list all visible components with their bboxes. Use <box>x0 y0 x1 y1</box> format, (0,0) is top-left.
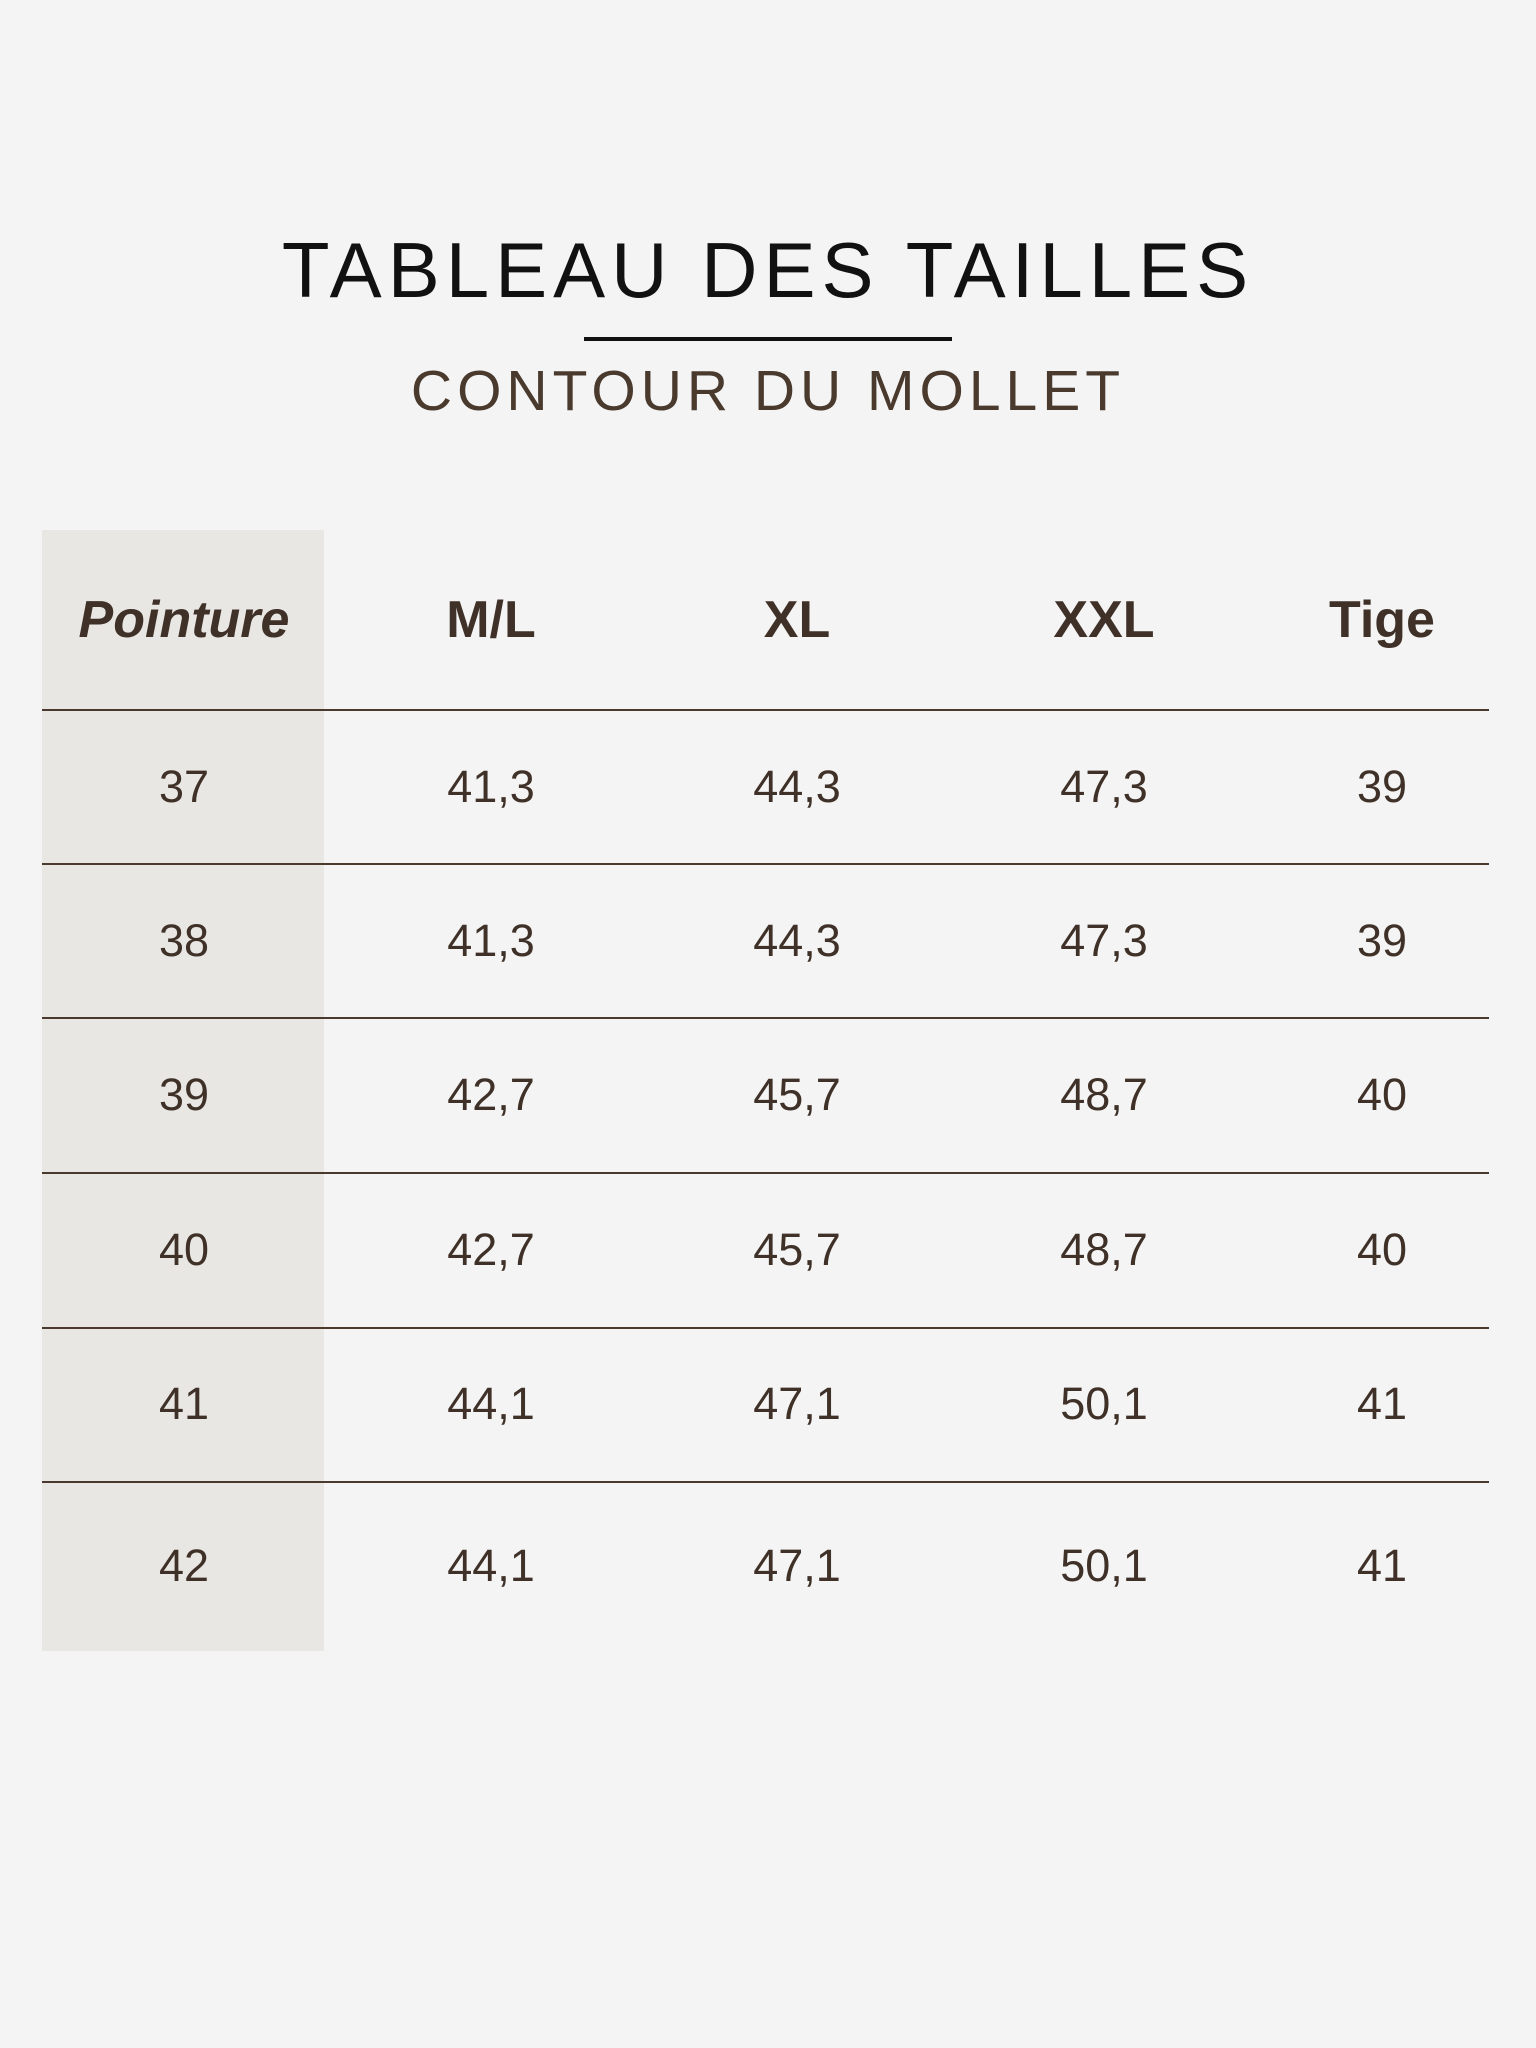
cell-xl: 45,7 <box>753 1224 841 1275</box>
title-divider <box>584 337 952 341</box>
cell-xl: 47,1 <box>753 1378 841 1429</box>
header-xl: XL <box>763 591 831 649</box>
cell-xxl: 47,3 <box>1060 915 1148 966</box>
cell-pointure: 38 <box>158 915 210 966</box>
cell-m-l: 44,1 <box>447 1540 535 1591</box>
row-divider <box>42 709 1489 711</box>
cell-xxl: 48,7 <box>1060 1224 1148 1275</box>
cell-pointure: 42 <box>158 1540 210 1591</box>
header-m-l: M/L <box>446 591 536 649</box>
cell-pointure: 40 <box>158 1224 210 1275</box>
cell-pointure: 37 <box>158 761 210 812</box>
cell-tige: 40 <box>1356 1069 1408 1120</box>
row-divider <box>42 1481 1489 1483</box>
cell-tige: 41 <box>1356 1540 1408 1591</box>
page-subtitle: CONTOUR DU MOLLET <box>410 359 1126 423</box>
cell-m-l: 42,7 <box>447 1224 535 1275</box>
cell-xxl: 47,3 <box>1060 761 1148 812</box>
row-divider <box>42 1327 1489 1329</box>
header-tige: Tige <box>1329 591 1435 649</box>
pointure-column-background <box>42 530 324 1651</box>
row-divider <box>42 1017 1489 1019</box>
cell-xxl: 50,1 <box>1060 1378 1148 1429</box>
row-divider <box>42 863 1489 865</box>
cell-xl: 47,1 <box>753 1540 841 1591</box>
cell-m-l: 44,1 <box>447 1378 535 1429</box>
cell-m-l: 41,3 <box>447 915 535 966</box>
cell-xxl: 50,1 <box>1060 1540 1148 1591</box>
cell-m-l: 41,3 <box>447 761 535 812</box>
cell-xl: 44,3 <box>753 915 841 966</box>
page-title: TABLEAU DES TAILLES <box>281 226 1255 314</box>
cell-tige: 39 <box>1356 915 1408 966</box>
header-pointure: Pointure <box>78 591 290 649</box>
cell-tige: 39 <box>1356 761 1408 812</box>
cell-tige: 40 <box>1356 1224 1408 1275</box>
cell-m-l: 42,7 <box>447 1069 535 1120</box>
cell-pointure: 39 <box>158 1069 210 1120</box>
cell-xxl: 48,7 <box>1060 1069 1148 1120</box>
cell-pointure: 41 <box>158 1378 210 1429</box>
cell-xl: 45,7 <box>753 1069 841 1120</box>
row-divider <box>42 1172 1489 1174</box>
header-xxl: XXL <box>1053 591 1155 649</box>
cell-xl: 44,3 <box>753 761 841 812</box>
cell-tige: 41 <box>1356 1378 1408 1429</box>
